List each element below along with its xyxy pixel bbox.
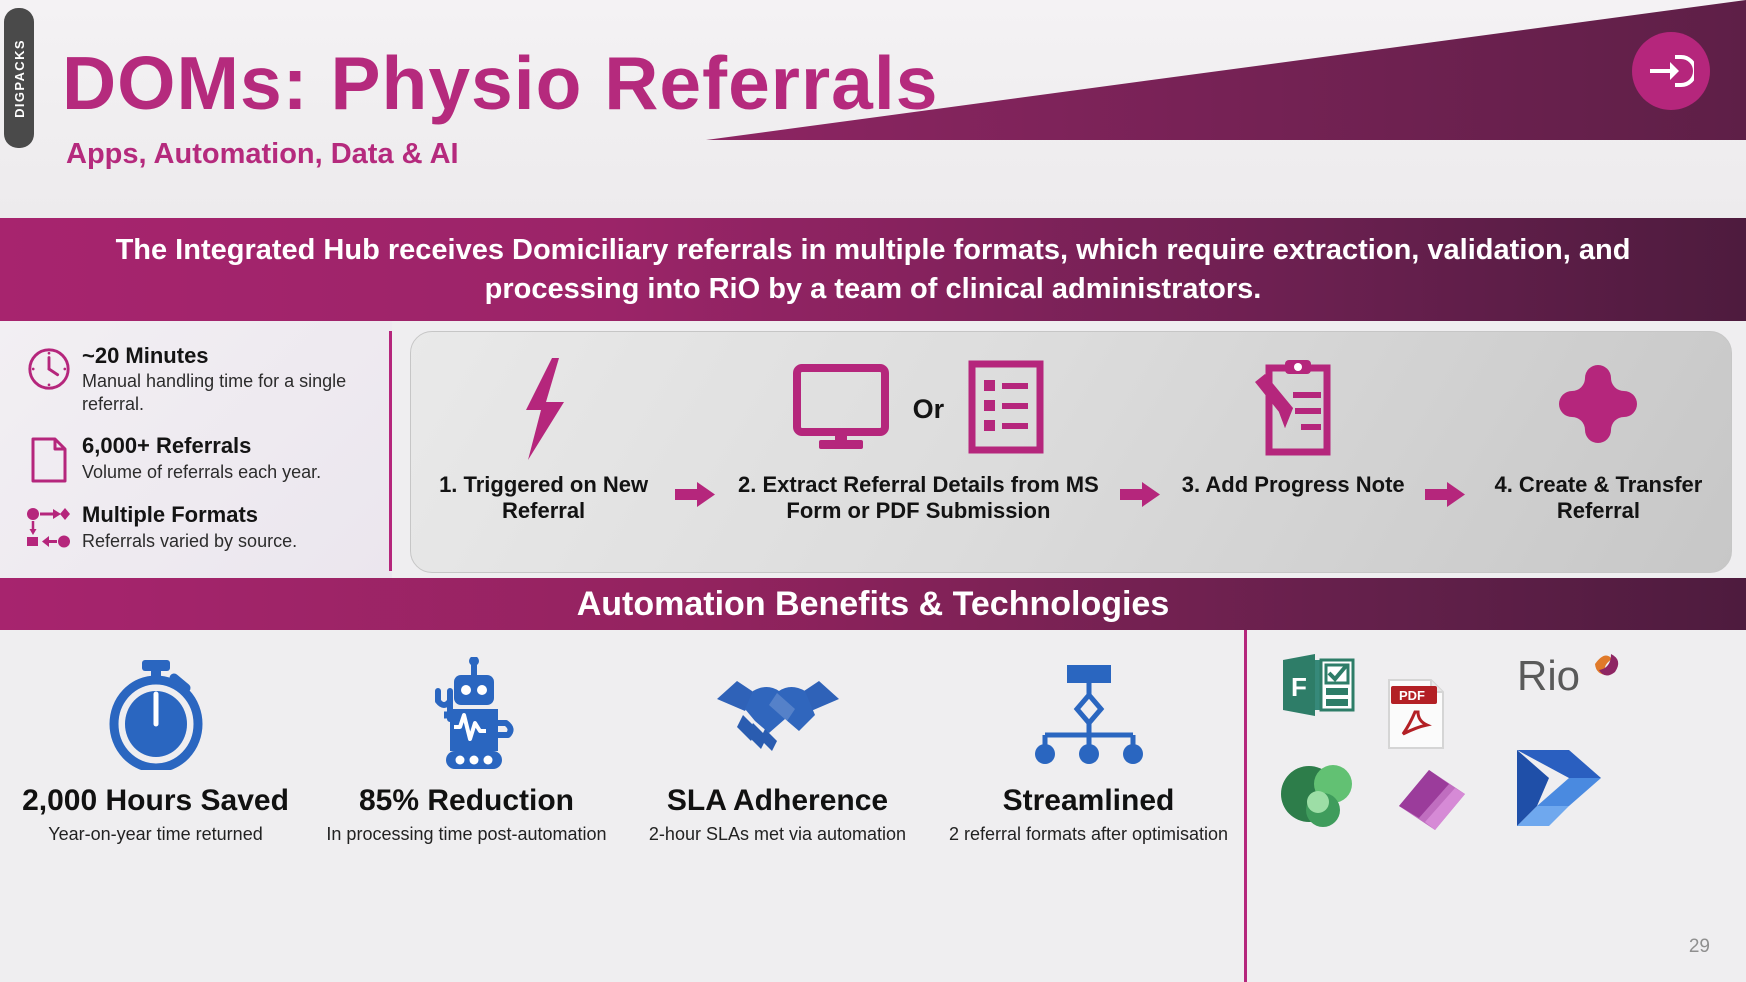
- multiple-formats-icon: [20, 502, 78, 549]
- process-arrow: [670, 336, 722, 564]
- svg-text:Rio: Rio: [1517, 652, 1580, 699]
- process-step-4: 4. Create & Transfer Referral: [1472, 336, 1725, 564]
- benefits-banner-text: Automation Benefits & Technologies: [576, 584, 1170, 623]
- benefit-description: In processing time post-automation: [326, 824, 607, 844]
- benefit-description: 2 referral formats after optimisation: [948, 824, 1229, 844]
- benefits-row: 2,000 Hours Saved Year-on-year time retu…: [0, 630, 1244, 982]
- process-step-label: 3. Add Progress Note: [1181, 472, 1405, 497]
- stat-title: 6,000+ Referrals: [82, 433, 252, 459]
- page-title: DOMs: Physio Referrals: [62, 41, 939, 125]
- stat-description: Volume of referrals each year.: [82, 461, 322, 482]
- process-step-2: Or 2. Extract Referral Details: [722, 336, 1114, 564]
- svg-text:F: F: [1291, 672, 1307, 702]
- benefit-item: 2,000 Hours Saved Year-on-year time retu…: [0, 652, 311, 846]
- power-apps-logo: [1395, 768, 1469, 837]
- stat-description: Referrals varied by source.: [82, 530, 298, 551]
- benefit-title: SLA Adherence: [666, 784, 889, 817]
- benefit-item: Streamlined 2 referral formats after opt…: [933, 652, 1244, 846]
- puzzle-piece-icon: [1546, 350, 1650, 468]
- handshake-icon: [715, 652, 841, 776]
- stat-item: ~20 Minutes Manual handling time for a s…: [20, 343, 376, 415]
- page-subtitle: Apps, Automation, Data & AI: [66, 138, 459, 170]
- document-icon: [20, 433, 78, 484]
- or-label: Or: [912, 393, 945, 424]
- monitor-icon: [792, 363, 889, 455]
- stat-title: Multiple Formats: [82, 502, 259, 528]
- logo-arrow-into-d-icon: [1650, 55, 1694, 87]
- benefit-title: 85% Reduction: [358, 784, 575, 817]
- bottom-section: 2,000 Hours Saved Year-on-year time retu…: [0, 630, 1746, 982]
- key-stats-panel: ~20 Minutes Manual handling time for a s…: [0, 321, 392, 581]
- digpacks-logo: [1632, 32, 1710, 110]
- power-automate-logo: [1515, 748, 1611, 833]
- benefit-description: Year-on-year time returned: [48, 824, 263, 844]
- process-flow-card: 1. Triggered on New Referral: [410, 331, 1732, 573]
- process-step-label: 2. Extract Referral Details from MS Form…: [738, 472, 1099, 524]
- clipboard-pencil-icon: [1249, 350, 1337, 468]
- slide-header: DIGPACKS DOMs: Physio Referrals Apps, Au…: [0, 0, 1746, 243]
- benefits-banner: Automation Benefits & Technologies: [0, 578, 1746, 630]
- page-number: 29: [1688, 936, 1710, 957]
- side-tab-label: DIGPACKS: [11, 38, 27, 118]
- pdf-logo: PDF: [1387, 678, 1445, 755]
- process-step-1: 1. Triggered on New Referral: [417, 336, 670, 564]
- process-step-label: 4. Create & Transfer Referral: [1494, 472, 1703, 524]
- svg-text:PDF: PDF: [1399, 688, 1425, 703]
- rio-logo: Rio: [1515, 646, 1625, 711]
- benefit-item: SLA Adherence 2-hour SLAs met via automa…: [622, 652, 933, 846]
- process-step-label: 1. Triggered on New Referral: [439, 472, 649, 524]
- robot-icon: [416, 652, 518, 776]
- process-step-3: 3. Add Progress Note: [1167, 336, 1420, 564]
- side-tab: DIGPACKS: [4, 8, 34, 148]
- stat-description: Manual handling time for a single referr…: [82, 371, 347, 414]
- process-arrow: [1115, 336, 1167, 564]
- lightning-bolt-icon: [512, 350, 576, 468]
- dataverse-logo: [1279, 758, 1355, 835]
- stat-title: ~20 Minutes: [82, 343, 209, 368]
- clock-icon: [20, 343, 78, 392]
- form-list-icon: [968, 360, 1044, 459]
- benefit-title: 2,000 Hours Saved: [22, 784, 289, 817]
- stat-item: Multiple Formats Referrals varied by sou…: [20, 502, 376, 552]
- stopwatch-icon: [104, 652, 208, 776]
- benefit-description: 2-hour SLAs met via automation: [648, 824, 907, 844]
- process-flow-panel: 1. Triggered on New Referral: [392, 321, 1746, 581]
- summary-banner-text: The Integrated Hub receives Domiciliary …: [115, 234, 1631, 305]
- ms-forms-logo: F: [1281, 652, 1357, 723]
- benefit-title: Streamlined: [1002, 784, 1175, 817]
- process-arrow: [1420, 336, 1472, 564]
- flowchart-icon: [1031, 652, 1147, 776]
- summary-banner: The Integrated Hub receives Domiciliary …: [0, 218, 1746, 321]
- technologies-panel: F PDF Rio: [1244, 630, 1746, 982]
- benefit-item: 85% Reduction In processing time post-au…: [311, 652, 622, 846]
- stat-item: 6,000+ Referrals Volume of referrals eac…: [20, 433, 376, 484]
